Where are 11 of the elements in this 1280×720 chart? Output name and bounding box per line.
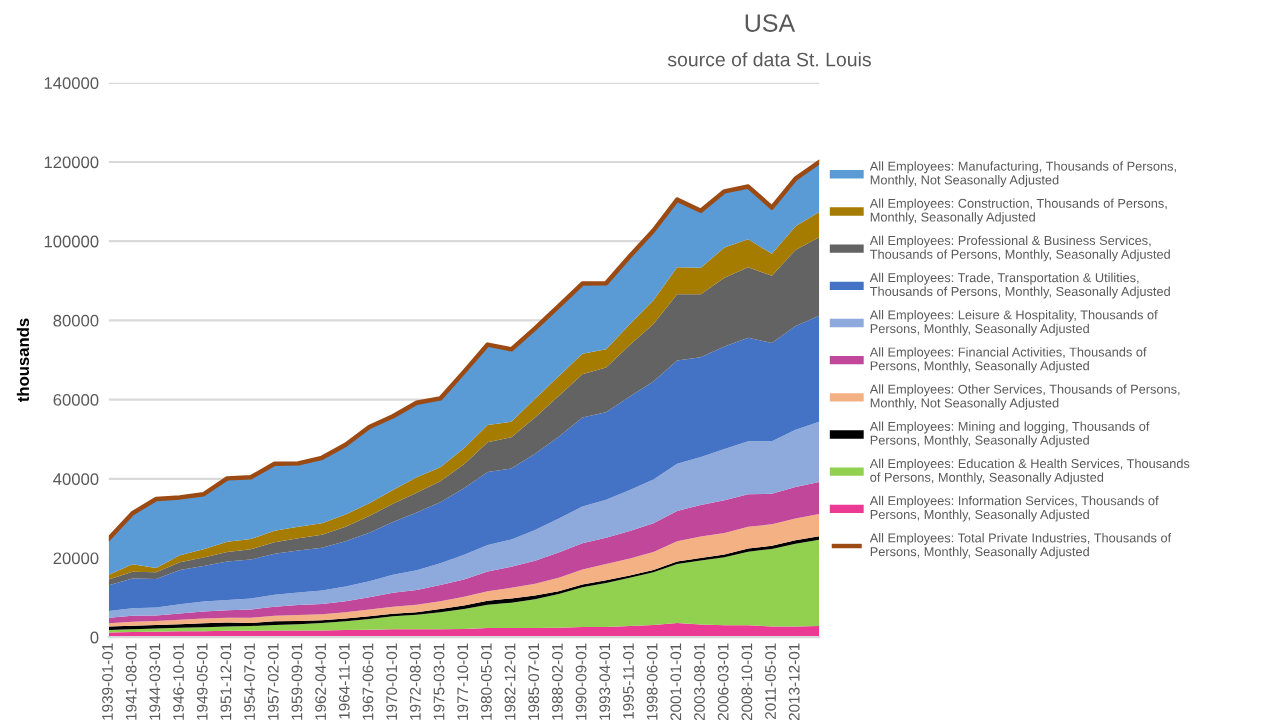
y-tick-label: 140000: [44, 77, 99, 89]
chart-title: USA: [745, 14, 796, 32]
y-tick-label: 100000: [44, 235, 99, 248]
y-tick-label: 0: [90, 631, 99, 644]
y-axis-title: thousands: [16, 318, 30, 402]
y-tick-label: 40000: [53, 473, 99, 485]
y-tick-label: 120000: [44, 156, 99, 169]
chart-subtitle: source of data St. Louis: [667, 52, 871, 67]
y-tick-label: 60000: [53, 394, 99, 406]
y-tick-label: 80000: [53, 314, 99, 327]
y-tick-label: 20000: [53, 552, 99, 565]
